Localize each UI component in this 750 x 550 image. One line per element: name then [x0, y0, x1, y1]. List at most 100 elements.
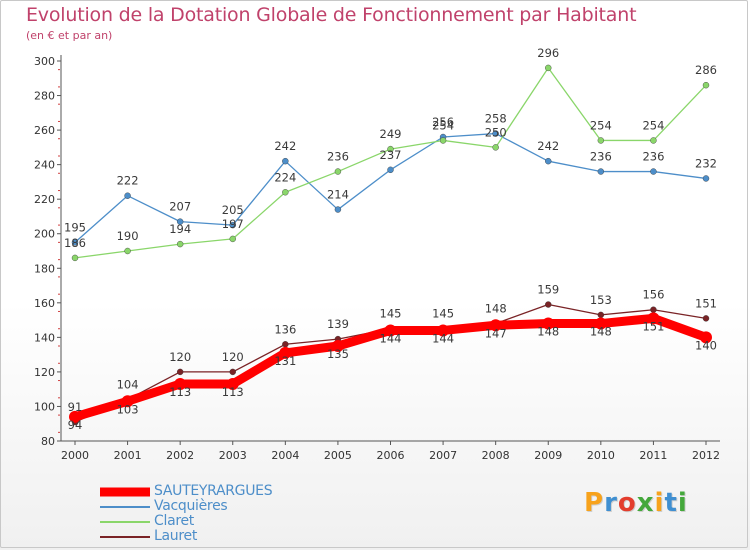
y-tick-label: 100: [34, 400, 55, 413]
data-label: 131: [274, 354, 296, 368]
data-label: 139: [327, 317, 349, 331]
data-label: 148: [485, 302, 507, 316]
legend-label-sauteyrargues: SAUTEYRARGUES: [154, 483, 273, 499]
legend-label-claret: Claret: [154, 513, 194, 529]
x-tick-label: 2007: [429, 449, 457, 462]
chart-legend: SAUTEYRARGUES Vacquières Claret Lauret: [100, 484, 400, 544]
y-tick-label: 260: [34, 124, 55, 137]
data-point: [594, 317, 607, 330]
x-tick-label: 2002: [166, 449, 194, 462]
data-point: [597, 137, 605, 144]
data-label: 136: [274, 322, 296, 336]
chart-data-labels: 195 222 207 205 242 214 237 256 258 242 236 236 232 1…: [64, 46, 717, 432]
data-point: [492, 130, 499, 137]
data-point: [597, 168, 605, 175]
y-tick-label: 140: [34, 331, 55, 344]
data-point: [545, 157, 552, 165]
data-label: 113: [222, 385, 244, 399]
proxiti-logo: Proxiti: [584, 488, 688, 518]
data-point: [71, 239, 79, 246]
x-tick-label: 2009: [534, 449, 562, 462]
data-label: 236: [590, 150, 612, 164]
data-label: 254: [590, 118, 612, 132]
data-point: [71, 254, 79, 262]
data-label: 148: [590, 325, 612, 339]
x-tick-label: 2012: [692, 449, 720, 462]
data-point: [492, 144, 499, 151]
data-label: 145: [380, 307, 402, 321]
data-label: 159: [537, 283, 559, 297]
data-label: 254: [642, 118, 664, 132]
chart-subtitle: (en € et par an): [26, 29, 113, 42]
data-label: 135: [327, 347, 349, 361]
data-label: 224: [274, 170, 296, 184]
data-label: 120: [222, 350, 244, 364]
data-point: [702, 175, 710, 182]
data-point: [279, 346, 292, 359]
legend-item-vacquieres: Vacquières: [100, 499, 400, 514]
legend-swatch-vacquieres: [100, 505, 150, 508]
y-tick-label: 240: [34, 159, 55, 172]
x-tick-label: 2008: [482, 449, 510, 462]
data-point: [229, 235, 236, 243]
legend-swatch-sauteyrargues: [100, 487, 150, 496]
chart-series: [69, 64, 712, 426]
logo-letter: r: [604, 488, 618, 518]
data-label: 236: [642, 150, 664, 164]
data-label: 242: [274, 139, 296, 153]
data-point: [282, 189, 289, 196]
data-label: 140: [695, 338, 717, 352]
data-point: [489, 319, 502, 332]
data-point: [229, 221, 236, 229]
data-point: [176, 218, 184, 225]
data-label: 256: [432, 115, 454, 129]
data-label: 194: [169, 222, 191, 236]
data-point: [69, 410, 81, 423]
data-label: 151: [642, 319, 664, 333]
data-point: [700, 331, 712, 344]
legend-label-vacquieres: Vacquières: [154, 498, 228, 514]
data-label: 222: [117, 174, 139, 188]
data-label: 242: [537, 139, 559, 153]
data-point: [176, 368, 184, 376]
legend-swatch-claret: [100, 520, 150, 523]
data-label: 148: [537, 325, 559, 339]
legend-item-claret: Claret: [100, 514, 400, 529]
x-tick-label: 2000: [61, 449, 89, 462]
data-label: 207: [169, 200, 191, 214]
logo-letter: t: [664, 488, 678, 518]
y-tick-label: 280: [34, 90, 55, 103]
logo-letter: P: [584, 488, 605, 518]
chart-axes: 80 100 120 140 160 180 200 220 240 260 280 300 2000 2…: [34, 55, 720, 462]
data-point: [124, 247, 131, 255]
legend-label-lauret: Lauret: [154, 528, 198, 544]
logo-letter: i: [677, 488, 688, 518]
y-tick-label: 220: [34, 193, 55, 206]
x-tick-label: 2010: [587, 449, 615, 462]
data-label: 195: [64, 220, 86, 234]
data-label: 147: [485, 326, 507, 340]
data-point: [387, 145, 394, 153]
logo-letter: o: [617, 488, 637, 518]
data-label: 144: [432, 331, 454, 345]
logo-letter: x: [636, 488, 655, 518]
x-tick-label: 2011: [639, 449, 667, 462]
data-label: 214: [327, 188, 349, 202]
data-point: [174, 378, 187, 390]
data-point: [650, 168, 657, 175]
data-label: 190: [117, 229, 139, 243]
data-point: [282, 157, 289, 165]
y-tick-label: 180: [34, 262, 55, 275]
data-label: 237: [380, 148, 402, 162]
data-label: 91: [68, 400, 83, 414]
data-point: [702, 81, 710, 89]
data-label: 120: [169, 350, 191, 364]
data-label: 205: [222, 203, 244, 217]
logo-letter: i: [654, 488, 665, 518]
data-point: [702, 315, 710, 322]
y-tick-label: 200: [34, 228, 55, 241]
data-label: 236: [327, 150, 349, 164]
data-point: [334, 206, 342, 213]
data-label: 151: [695, 296, 717, 310]
